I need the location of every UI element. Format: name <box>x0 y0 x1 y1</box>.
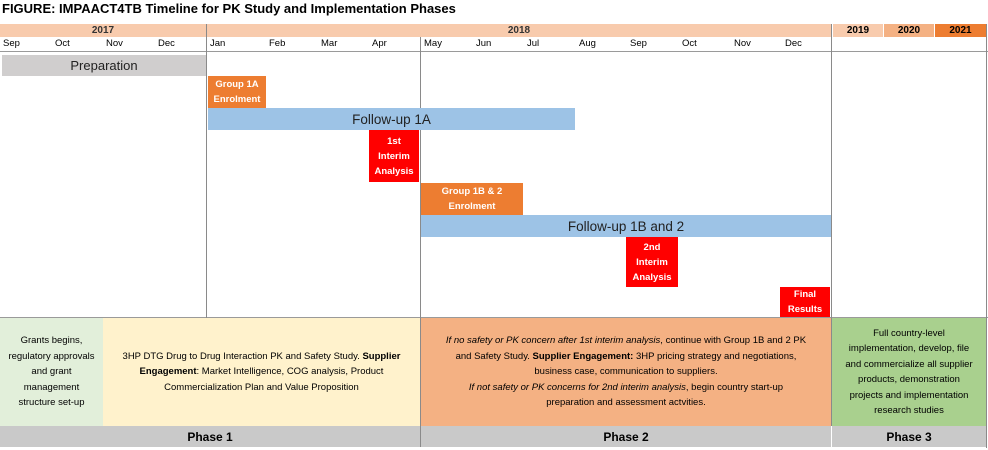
grants-line5: structure set-up <box>18 397 85 409</box>
first-interim-analysis-bar: 1st Interim Analysis <box>369 130 419 182</box>
phase-divider-2 <box>420 37 421 447</box>
month-may-2018: May <box>424 38 442 49</box>
preparation-label: Preparation <box>70 58 138 73</box>
month-nov-2018: Nov <box>734 38 751 49</box>
p2-text-f: business case, communication to supplier… <box>534 366 718 378</box>
grants-line2: regulatory approvals <box>8 350 95 362</box>
p3-line3: and commercialize all supplier <box>845 358 973 370</box>
grants-line3: and grant <box>31 366 72 378</box>
follow-up-1b-2-label: Follow-up 1B and 2 <box>567 218 685 234</box>
p3-line2: implementation, develop, file <box>848 343 970 354</box>
p3-line4: products, demonstration <box>858 374 960 385</box>
phase-3-text: Phase 3 <box>886 429 932 444</box>
p2-text-c: and Safety Study. <box>455 350 530 362</box>
study1-text-b: Supplier <box>362 350 401 362</box>
month-aug-2018: Aug <box>579 38 596 49</box>
month-jan-2018: Jan <box>210 38 226 49</box>
month-jun-2018: Jun <box>476 38 492 49</box>
year-2019: 2019 <box>833 24 883 37</box>
month-jul-2018: Jul <box>527 38 540 49</box>
interim1-line3: Analysis <box>374 165 414 177</box>
month-sep-2018: Sep <box>630 38 647 49</box>
interim1-line2: Interim <box>378 150 410 162</box>
right-border <box>986 24 987 448</box>
phase2-description: If no safety or PK concern after 1st int… <box>421 318 831 426</box>
header-divider <box>0 51 988 52</box>
month-dec-2017: Dec <box>158 38 175 49</box>
interim1-line1: 1st <box>387 135 401 147</box>
follow-up-1a-bar: Follow-up 1A <box>208 108 575 130</box>
group-1a-label: Group 1A <box>215 79 259 90</box>
year-2021: 2021 <box>935 24 986 37</box>
study1-text-a: 3HP DTG Drug to Drug Interaction PK and … <box>122 350 360 362</box>
study1-text-d: : Market Intelligence, COG analysis, Pro… <box>196 366 384 378</box>
second-interim-analysis-bar: 2nd Interim Analysis <box>626 237 678 287</box>
month-dec-2018: Dec <box>785 38 802 49</box>
grants-description: Grants begins, regulatory approvals and … <box>0 318 103 426</box>
p2-text-h: , begin country start-up <box>685 381 784 393</box>
study1-text-c: Engagement <box>139 366 197 378</box>
group-1b-2-label: Group 1B & 2 <box>441 186 503 197</box>
interim2-line3: Analysis <box>632 271 672 283</box>
grants-line1: Grants begins, <box>20 335 83 347</box>
year-divider-2019 <box>831 24 832 426</box>
year-divider-2018 <box>206 24 207 426</box>
enrolment-label-2: Enrolment <box>448 201 496 212</box>
year-2018: 2018 <box>207 24 831 37</box>
pk-study-description: 3HP DTG Drug to Drug Interaction PK and … <box>103 318 420 426</box>
p3-line6: research studies <box>874 405 944 416</box>
p2-text-g: If not safety or PK concerns for 2nd int… <box>468 381 686 393</box>
enrolment-label: Enrolment <box>213 94 261 105</box>
follow-up-1b-2-bar: Follow-up 1B and 2 <box>421 215 831 237</box>
p3-line5: projects and implementation <box>849 389 969 401</box>
p3-line1: Full country-level <box>873 327 945 339</box>
month-sep-2017: Sep <box>3 38 20 49</box>
grants-line4: management <box>23 381 80 393</box>
timeline-bottom-divider <box>0 317 988 318</box>
interim2-line1: 2nd <box>643 241 661 253</box>
p2-text-e: 3HP pricing strategy and negotiations, <box>636 350 797 362</box>
figure-title: FIGURE: IMPAACT4TB Timeline for PK Study… <box>2 1 456 16</box>
phase-2-label: Phase 2 <box>421 426 831 447</box>
month-apr-2018: Apr <box>372 38 387 49</box>
p2-text-a: If no safety or PK concern after 1st int… <box>445 335 661 347</box>
month-feb-2018: Feb <box>269 38 286 49</box>
phase-1-label: Phase 1 <box>0 426 420 447</box>
p2-text-i: preparation and assessment actvities. <box>546 397 706 409</box>
p2-text-d: Supplier Engagement: <box>532 350 634 362</box>
final-results-bar: Final Results <box>780 287 830 317</box>
phase-3-label: Phase 3 <box>832 426 986 447</box>
year-2020: 2020 <box>884 24 934 37</box>
follow-up-1a-label: Follow-up 1A <box>352 111 431 127</box>
final-line1: Final <box>793 289 817 300</box>
month-oct-2018: Oct <box>682 38 697 49</box>
study1-text-e: Commercialization Plan and Value Proposi… <box>164 381 359 393</box>
final-line2: Results <box>787 304 823 315</box>
group-1b-2-enrolment-bar: Group 1B & 2 Enrolment <box>421 183 523 215</box>
p2-text-b: , continue with Group 1B and 2 PK <box>660 335 807 347</box>
month-nov-2017: Nov <box>106 38 123 49</box>
preparation-bar: Preparation <box>2 55 206 76</box>
year-2017: 2017 <box>0 24 206 37</box>
group-1a-enrolment-bar: Group 1A Enrolment <box>208 76 266 108</box>
phase-2-text: Phase 2 <box>603 429 649 444</box>
month-oct-2017: Oct <box>55 38 70 49</box>
month-mar-2018: Mar <box>321 38 338 49</box>
phase3-description: Full country-level implementation, devel… <box>832 318 986 426</box>
interim2-line2: Interim <box>636 256 668 268</box>
phase-1-text: Phase 1 <box>187 429 233 444</box>
